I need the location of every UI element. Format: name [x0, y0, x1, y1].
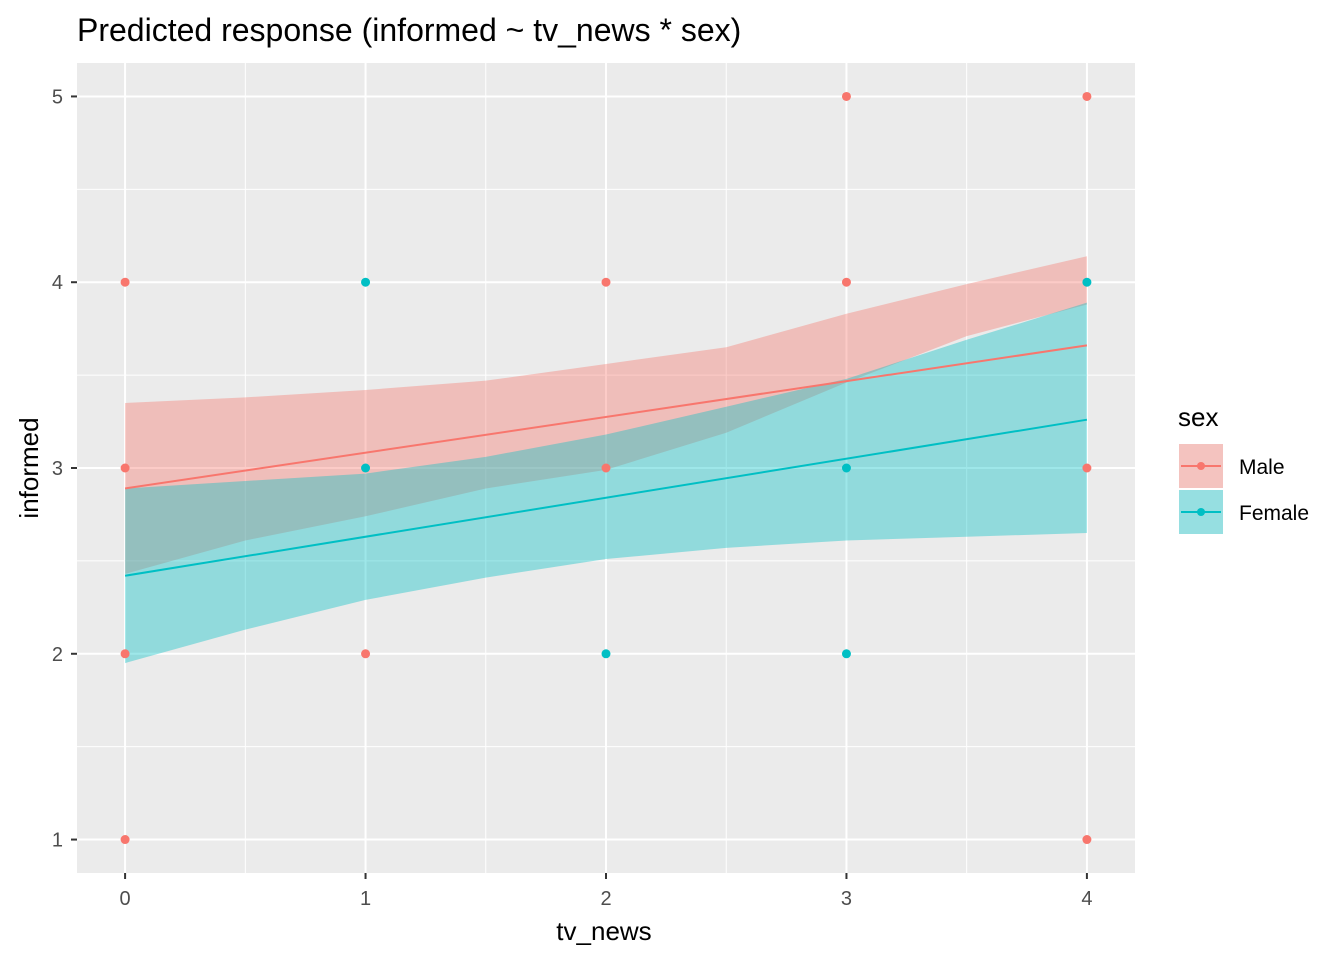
- y-tick-label: 5: [52, 86, 63, 108]
- x-tick-label: 0: [120, 888, 131, 910]
- point-male: [361, 649, 371, 659]
- point-male: [601, 463, 611, 473]
- legend: sex Male Female: [1178, 402, 1309, 534]
- y-tick-label: 4: [52, 272, 63, 294]
- point-male: [120, 835, 130, 845]
- point-male: [601, 277, 611, 287]
- legend-title: sex: [1178, 402, 1218, 432]
- y-tick-label: 2: [52, 644, 63, 666]
- ribbon-female: [125, 302, 1087, 664]
- prediction-lines: [124, 344, 1088, 577]
- point-female: [841, 463, 851, 473]
- point-male: [841, 277, 851, 287]
- legend-key-point-male: [1197, 462, 1205, 470]
- confidence-ribbons: [125, 256, 1087, 664]
- point-male: [1082, 91, 1092, 101]
- point-male: [841, 91, 851, 101]
- x-tick-label: 3: [841, 888, 852, 910]
- point-female: [361, 463, 371, 473]
- chart-title: Predicted response (informed ~ tv_news *…: [77, 12, 741, 48]
- point-female: [1082, 277, 1092, 287]
- legend-key-point-female: [1197, 508, 1205, 516]
- legend-label-male: Male: [1239, 456, 1285, 479]
- legend-label-female: Female: [1239, 502, 1309, 525]
- point-male: [120, 649, 130, 659]
- line-male: [124, 344, 1088, 490]
- ribbon-male: [125, 256, 1087, 574]
- x-axis: 0 1 2 3 4: [120, 873, 1092, 910]
- plot-panel: [77, 63, 1135, 873]
- y-axis: 1 2 3 4 5: [52, 86, 77, 852]
- point-male: [120, 277, 130, 287]
- point-female: [361, 277, 371, 287]
- x-tick-label: 4: [1081, 888, 1092, 910]
- y-axis-title: informed: [14, 417, 44, 518]
- point-male: [1082, 835, 1092, 845]
- line-female: [124, 418, 1088, 577]
- observed-points: [120, 91, 1092, 845]
- point-male: [1082, 463, 1092, 473]
- point-male: [120, 463, 130, 473]
- x-axis-title: tv_news: [556, 916, 651, 946]
- point-female: [841, 649, 851, 659]
- x-tick-label: 2: [600, 888, 611, 910]
- point-female: [601, 649, 611, 659]
- y-tick-label: 1: [52, 830, 63, 852]
- y-tick-label: 3: [52, 458, 63, 480]
- x-tick-label: 1: [360, 888, 371, 910]
